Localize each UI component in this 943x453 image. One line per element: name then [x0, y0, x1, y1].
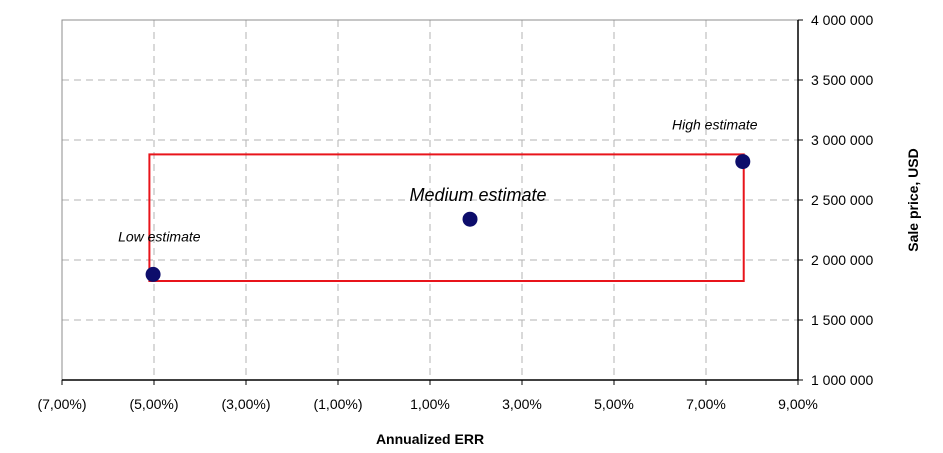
axes [61, 19, 803, 385]
y-axis-title: Sale price, USD [905, 148, 921, 252]
x-tick-label: 1,00% [410, 396, 450, 412]
data-point [735, 154, 751, 170]
y-tick-labels: 1 000 000 1 500 000 2 000 000 2 500 000 3 00… [811, 12, 873, 388]
x-tick-label: 9,00% [778, 396, 818, 412]
x-tick-label: 7,00% [686, 396, 726, 412]
data-point [462, 211, 478, 227]
y-tick-label: 2 000 000 [811, 252, 873, 268]
y-tick-label: 3 000 000 [811, 132, 873, 148]
x-tick-labels: (7,00%) (5,00%) (3,00%) (1,00%) 1,00% 3,00% 5,… [37, 396, 817, 412]
x-axis-title: Annualized ERR [376, 431, 484, 447]
point-labels: Low estimate Medium estimate High estimate [118, 117, 758, 245]
x-tick-label: 3,00% [502, 396, 542, 412]
data-points [145, 154, 751, 282]
data-point [145, 266, 161, 282]
x-tick-label: (7,00%) [37, 396, 86, 412]
grid-lines [62, 20, 798, 380]
y-tick-label: 2 500 000 [811, 192, 873, 208]
point-label: High estimate [672, 117, 758, 133]
y-tick-label: 3 500 000 [811, 72, 873, 88]
y-tick-label: 1 500 000 [811, 312, 873, 328]
x-tick-label: (1,00%) [313, 396, 362, 412]
estimate-range-box [148, 153, 745, 282]
x-tick-label: (5,00%) [129, 396, 178, 412]
point-label: Medium estimate [409, 185, 546, 205]
y-tick-label: 1 000 000 [811, 372, 873, 388]
x-tick-label: 5,00% [594, 396, 634, 412]
y-tick-label: 4 000 000 [811, 12, 873, 28]
point-label: Low estimate [118, 228, 201, 244]
x-tick-label: (3,00%) [221, 396, 270, 412]
